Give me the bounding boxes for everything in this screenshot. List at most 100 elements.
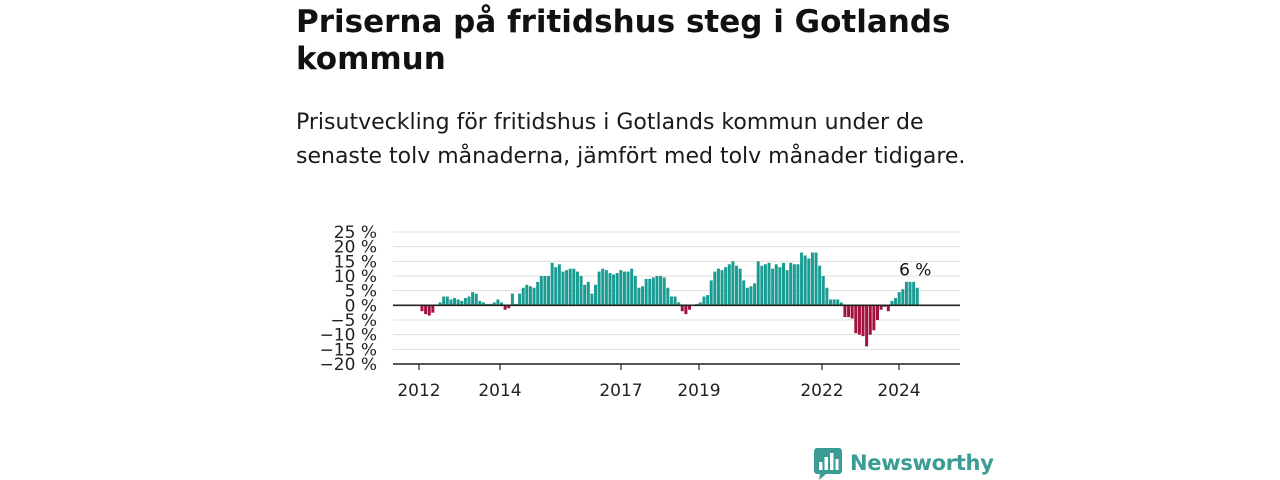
bar	[821, 276, 825, 306]
bar	[528, 286, 532, 306]
bar	[467, 296, 471, 306]
bar	[666, 287, 670, 306]
bar	[861, 305, 865, 337]
bar	[612, 274, 616, 306]
bar	[471, 292, 475, 306]
bar	[749, 286, 753, 306]
bar	[868, 305, 872, 335]
bar	[886, 305, 890, 312]
bar	[626, 271, 630, 306]
bar	[724, 267, 728, 306]
bar	[702, 296, 706, 306]
bar	[575, 271, 579, 306]
y-tick-label: 0 %	[345, 296, 377, 316]
bar	[503, 305, 507, 310]
bar	[818, 265, 822, 306]
bar	[908, 281, 912, 306]
bar	[767, 262, 771, 306]
bar	[442, 296, 446, 306]
x-tick-label: 2024	[877, 381, 920, 401]
bar	[601, 268, 605, 306]
brand-name: Newsworthy	[850, 451, 994, 475]
grid-lines	[393, 231, 960, 350]
bar	[713, 271, 717, 306]
bar	[449, 299, 453, 306]
y-tick-label: 10 %	[334, 267, 377, 287]
bar	[431, 305, 435, 313]
chart-subtitle: Prisutveckling för fritidshus i Gotlands…	[296, 110, 966, 169]
bar	[897, 292, 901, 306]
bar	[557, 264, 561, 306]
x-tick-label: 2022	[800, 381, 843, 401]
bar	[510, 293, 514, 306]
bar	[785, 270, 789, 306]
bar	[590, 293, 594, 306]
y-tick-label: −15 %	[320, 340, 377, 360]
bar	[796, 264, 800, 306]
bar	[518, 293, 522, 306]
y-tick-label: 20 %	[334, 238, 377, 258]
y-tick-label: −10 %	[320, 326, 377, 346]
bar	[424, 305, 428, 315]
bar	[586, 281, 590, 306]
bar	[782, 262, 785, 306]
y-tick-label: −5 %	[330, 311, 377, 331]
y-tick-label: 15 %	[334, 252, 377, 272]
bar	[641, 286, 645, 306]
bar	[651, 277, 655, 306]
bar	[771, 268, 775, 306]
bar	[709, 280, 713, 306]
bar	[594, 284, 598, 306]
bar	[901, 289, 905, 306]
x-tick-label: 2019	[677, 381, 720, 401]
bar	[760, 265, 764, 306]
bar	[828, 299, 832, 306]
x-tick-label: 2017	[599, 381, 642, 401]
bar	[572, 268, 576, 306]
bar	[619, 270, 623, 306]
bar	[716, 268, 720, 306]
bar	[789, 262, 793, 306]
bar	[420, 305, 424, 312]
bar	[481, 302, 485, 306]
bar	[644, 278, 648, 306]
bar	[474, 293, 478, 306]
bar	[879, 305, 883, 310]
bar	[872, 305, 876, 331]
bar	[912, 281, 916, 306]
bar	[633, 276, 637, 306]
bar	[843, 305, 847, 318]
bar	[720, 270, 724, 306]
y-tick-label: −20 %	[320, 355, 377, 375]
bar	[890, 300, 894, 306]
bar	[496, 299, 500, 306]
bar	[456, 299, 460, 306]
bar	[427, 305, 431, 316]
bar	[579, 276, 583, 306]
bar	[597, 271, 601, 306]
bar	[738, 268, 742, 306]
bar	[507, 305, 511, 309]
bar	[810, 252, 814, 306]
bar	[550, 262, 554, 306]
bar	[438, 302, 442, 306]
bar	[532, 287, 536, 306]
bar	[478, 300, 482, 306]
bar	[561, 271, 565, 306]
last-value-annotation: 6 %	[899, 261, 931, 281]
y-tick-label: 25 %	[334, 223, 377, 243]
bar	[839, 302, 843, 306]
bar	[604, 270, 608, 306]
bar	[539, 276, 543, 306]
bar	[460, 300, 464, 306]
bar	[753, 283, 757, 306]
bar	[565, 270, 569, 306]
bar-series	[420, 252, 919, 347]
bar	[630, 268, 634, 306]
bar	[453, 298, 457, 306]
bar	[847, 305, 851, 318]
x-tick-label: 2012	[397, 381, 440, 401]
bar	[850, 305, 854, 319]
bar	[735, 265, 739, 306]
bar	[659, 276, 663, 306]
